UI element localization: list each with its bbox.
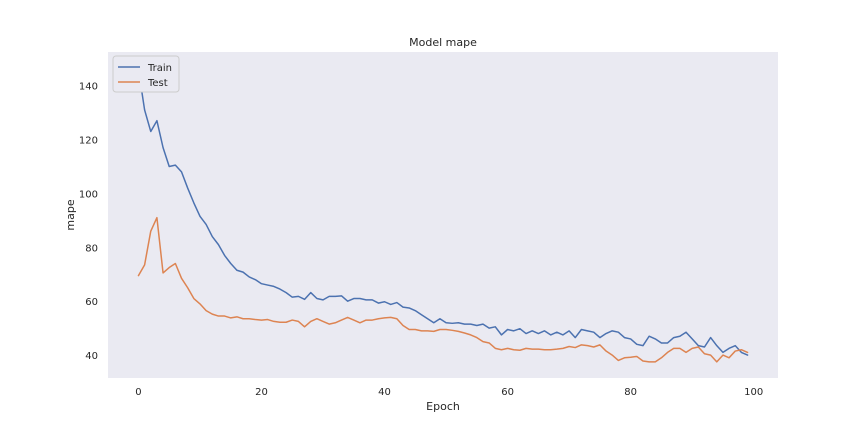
legend-label-train: Train [147, 63, 172, 74]
x-tick-label: 80 [624, 387, 637, 398]
x-tick-label: 60 [501, 387, 514, 398]
chart-title: Model mape [409, 36, 477, 49]
legend: Train Test [112, 55, 180, 93]
x-tick-label: 100 [744, 387, 763, 398]
series-line-train [137, 68, 749, 356]
y-tick-label: 120 [79, 136, 98, 147]
y-tick-label: 80 [85, 243, 98, 254]
y-tick-label: 60 [85, 297, 98, 308]
y-axis-label: mape [64, 199, 77, 230]
x-tick-label: 40 [378, 387, 391, 398]
y-axis-ticks: 40 60 80 100 120 140 [79, 82, 98, 362]
y-tick-label: 100 [79, 189, 98, 200]
x-axis-label: Epoch [426, 400, 460, 413]
y-tick-label: 40 [85, 351, 98, 362]
legend-box [112, 55, 180, 93]
series-line-test [137, 216, 749, 363]
y-tick-label: 140 [79, 82, 98, 93]
x-tick-label: 0 [135, 387, 141, 398]
x-tick-label: 20 [255, 387, 268, 398]
plot-area [108, 52, 778, 378]
legend-label-test: Test [147, 78, 168, 89]
x-axis-ticks: 0 20 40 60 80 100 [135, 387, 763, 398]
series-lines [137, 68, 749, 363]
